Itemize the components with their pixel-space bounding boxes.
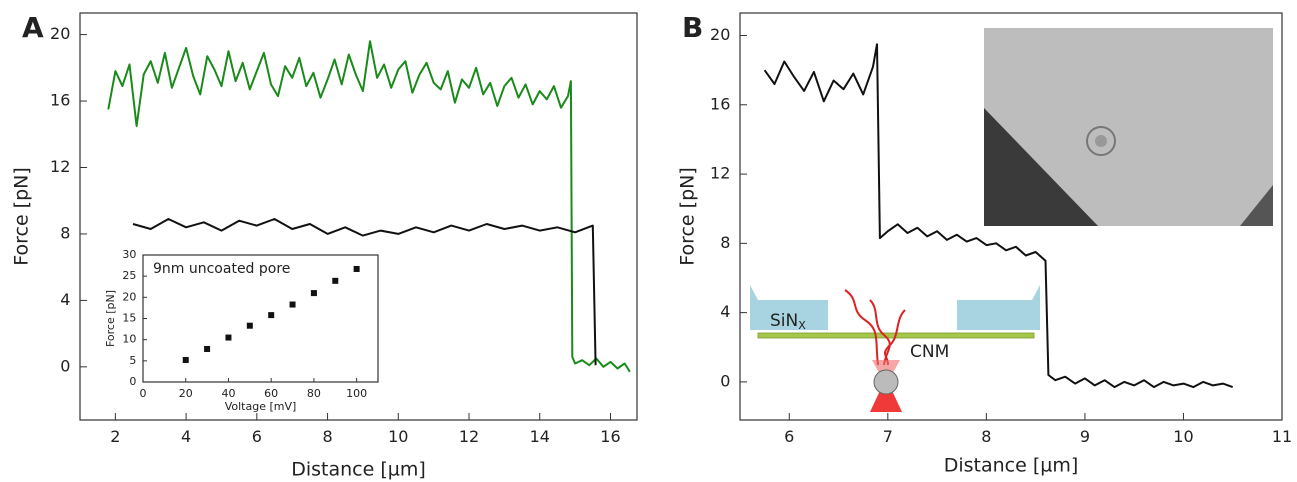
y-tick-label: 12 (710, 164, 730, 183)
x-tick-label: 7 (883, 427, 893, 446)
x-tick-label: 4 (181, 427, 191, 446)
layer-label: CNM (910, 342, 949, 362)
x-tick-label: 6 (252, 427, 262, 446)
x-tick-label: 40 (221, 387, 235, 400)
y-axis-label: Force [pN] (11, 167, 33, 266)
x-axis-label: Distance [µm] (944, 455, 1079, 477)
y-tick-label: 4 (60, 290, 70, 309)
data-line (763, 43, 1234, 389)
setup-diagram: SiNX CNM (750, 285, 1040, 412)
x-tick-label: 16 (600, 427, 620, 446)
x-tick-label: 9 (1080, 427, 1090, 446)
x-tick-label: 80 (307, 387, 321, 400)
y-axis-label: Force [pN] (104, 290, 117, 347)
data-point (225, 334, 232, 341)
data-line (132, 218, 597, 366)
chart-panel: 2 4 6 8 10 12 14 16 0 4 8 12 16 20 Distance [µm] Force … (11, 11, 638, 481)
microscope-image (984, 28, 1273, 226)
annotation: 9nm uncoated pore (153, 261, 290, 277)
data-point (204, 345, 211, 352)
x-tick-label: 10 (1173, 427, 1193, 446)
data-point (182, 356, 189, 363)
y-tick-label: 16 (50, 91, 70, 110)
x-axis-label: Voltage [mV] (225, 400, 297, 413)
data-point (310, 290, 317, 297)
y-tick-label: 30 (122, 248, 136, 261)
membrane-subscript: X (798, 319, 806, 332)
y-tick-label: 12 (50, 157, 70, 176)
y-axis-label: Force [pN] (677, 167, 699, 266)
x-tick-label: 6 (784, 427, 794, 446)
data-point (289, 301, 296, 308)
y-tick-label: 0 (60, 356, 70, 375)
y-tick-label: 25 (122, 269, 136, 282)
x-tick-label: 8 (981, 427, 991, 446)
y-tick-label: 8 (720, 233, 730, 252)
x-tick-label: 2 (110, 427, 120, 446)
x-tick-label: 8 (322, 427, 332, 446)
membrane-text: SiN (770, 311, 798, 331)
panel-label: A (22, 11, 44, 44)
y-tick-label: 8 (60, 223, 70, 242)
plot-area (142, 254, 379, 383)
y-tick-label: 20 (50, 24, 70, 43)
x-tick-label: 60 (264, 387, 278, 400)
y-tick-label: 0 (720, 371, 730, 390)
data-point (332, 277, 339, 284)
x-axis-label: Distance [µm] (291, 459, 426, 481)
y-tick-label: 20 (710, 25, 730, 44)
x-tick-label: 12 (459, 427, 479, 446)
y-tick-label: 10 (122, 333, 136, 346)
data-point (246, 322, 253, 329)
chart-panel: 0 20 40 60 80 100 0 5 10 15 20 25 30 Voltage [mV] Forc… (104, 248, 379, 413)
membrane-label: SiNX (770, 311, 806, 332)
x-tick-label: 20 (179, 387, 193, 400)
y-tick-label: 5 (129, 354, 136, 367)
data-point (268, 312, 275, 319)
y-tick-label: 16 (710, 94, 730, 113)
x-tick-label: 10 (388, 427, 408, 446)
y-tick-label: 20 (122, 290, 136, 303)
x-tick-label: 14 (530, 427, 550, 446)
panel-label: B (682, 11, 703, 44)
x-tick-label: 100 (346, 387, 367, 400)
y-tick-label: 15 (122, 312, 136, 325)
y-tick-label: 4 (720, 302, 730, 321)
x-tick-label: 0 (140, 387, 147, 400)
y-tick-label: 0 (129, 375, 136, 388)
x-tick-label: 11 (1272, 427, 1292, 446)
data-line (107, 40, 631, 373)
data-point (353, 265, 360, 272)
